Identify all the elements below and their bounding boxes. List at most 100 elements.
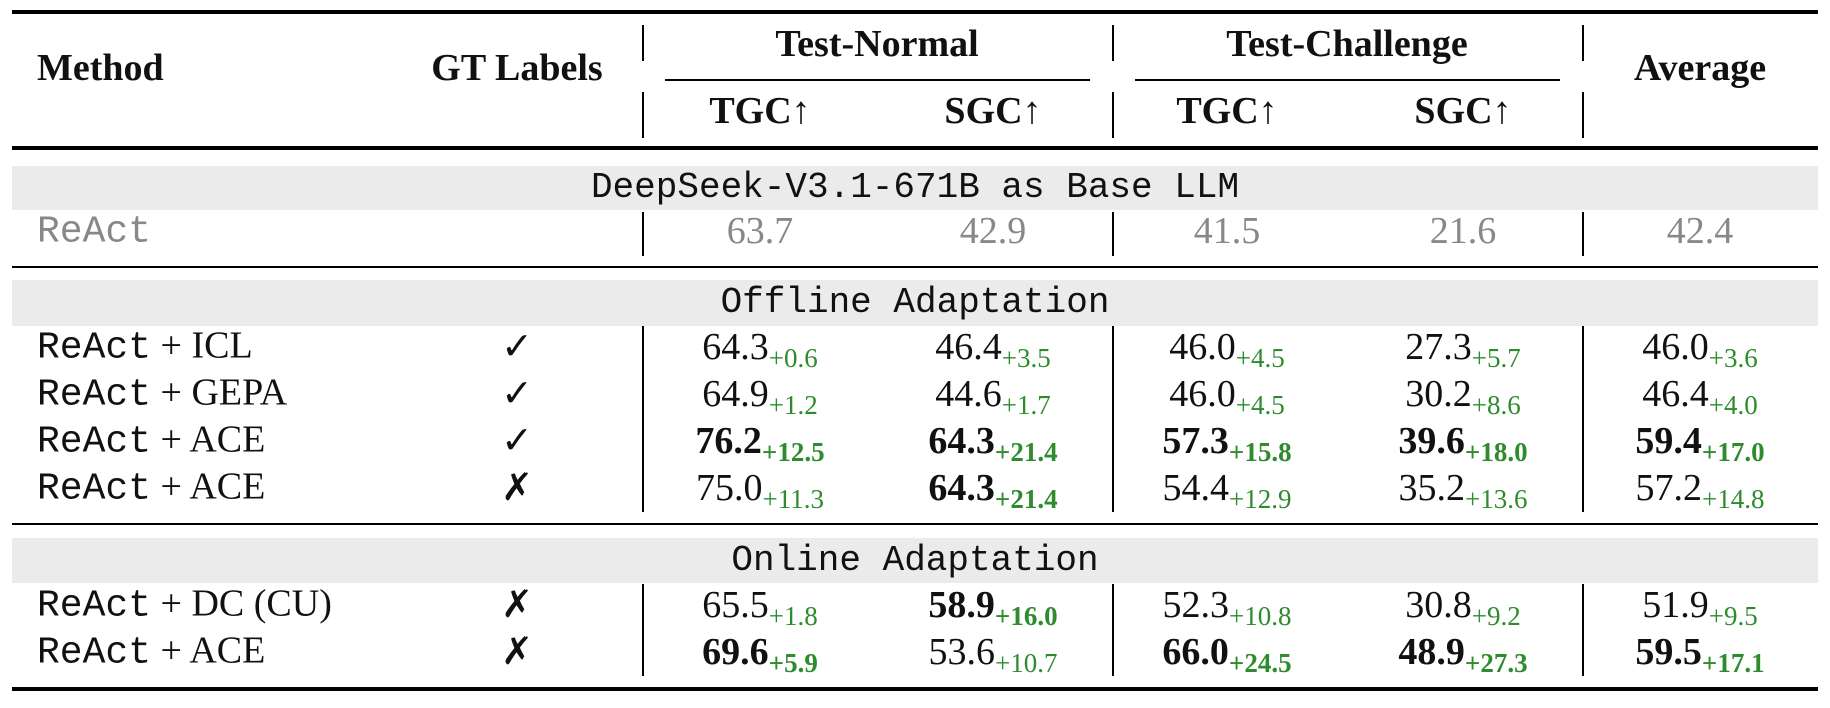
score-cell: 58.9+16.0 (928, 584, 1057, 630)
method-name: + ACE (160, 629, 266, 672)
score-cell: 27.3+5.7 (1405, 326, 1520, 372)
column-divider (1582, 212, 1584, 256)
method-cell: ReAct + DC (CU) (37, 585, 332, 626)
section-band (12, 166, 1818, 210)
bottom-rule (12, 687, 1818, 691)
section-rule (12, 266, 1818, 268)
header-rule (12, 146, 1818, 150)
score-delta: +27.3 (1464, 648, 1528, 678)
header-subcol: TGC↑ (709, 90, 811, 132)
score-cell: 64.3+21.4 (928, 422, 1057, 466)
score: 52.3 (1162, 584, 1230, 626)
score: 58.9 (928, 584, 995, 626)
score: 65.5 (702, 584, 769, 626)
section-band (12, 280, 1818, 326)
method-name: + ICL (160, 324, 253, 367)
method-name: + ACE (160, 465, 266, 508)
score-delta: +12.5 (761, 437, 825, 467)
method-cell: ReAct + GEPA (37, 374, 287, 415)
score: 59.5 (1635, 631, 1702, 673)
score-delta: +21.4 (994, 484, 1058, 514)
score: 76.2 (695, 420, 762, 462)
section-title: DeepSeek-V3.1-671B as Base LLM (590, 167, 1240, 208)
score: 59.4 (1635, 420, 1702, 462)
score-cell: 64.9+1.2 (702, 373, 817, 419)
score: 53.6 (928, 631, 996, 673)
score: 21.6 (1429, 210, 1497, 252)
score-delta: +9.5 (1708, 601, 1758, 631)
score-delta: +24.5 (1228, 648, 1292, 678)
score: 27.3 (1405, 326, 1472, 368)
score: 54.4 (1162, 467, 1230, 509)
method-base: ReAct (37, 373, 152, 417)
score-delta: +16.0 (994, 601, 1058, 631)
score-cell: 42.4 (1667, 212, 1734, 250)
score: 46.4 (1642, 373, 1709, 415)
method-base: ReAct (37, 420, 152, 464)
score-cell: 63.7 (727, 212, 794, 250)
score-cell: 44.6+1.7 (935, 373, 1050, 419)
score: 48.9 (1398, 631, 1465, 673)
header-gt: GT Labels (431, 47, 603, 89)
score-delta: +14.8 (1702, 484, 1765, 514)
score: 64.9 (702, 373, 769, 415)
score: 46.0 (1169, 373, 1236, 415)
column-divider (1112, 92, 1114, 138)
column-divider (642, 25, 644, 61)
column-divider (1112, 326, 1114, 512)
method-cell: ReAct (37, 211, 151, 252)
method-base: ReAct (37, 467, 152, 511)
score-delta: +15.8 (1228, 437, 1292, 467)
score-cell: 57.3+15.8 (1162, 422, 1291, 466)
header-subcol: TGC↑ (1176, 90, 1278, 132)
score-delta: +4.5 (1235, 390, 1285, 420)
score-cell: 41.5 (1194, 212, 1261, 250)
score-cell: 46.0+3.6 (1642, 326, 1757, 372)
score-delta: +0.6 (768, 343, 818, 373)
score-delta: +21.4 (994, 437, 1058, 467)
score-cell: 46.4+4.0 (1642, 373, 1757, 419)
column-divider (642, 212, 644, 256)
column-divider (1112, 584, 1114, 676)
column-divider (1582, 326, 1584, 512)
method-cell: ReAct + ICL (37, 327, 253, 368)
method-name: + DC (CU) (160, 582, 332, 625)
method-name: + ACE (160, 418, 266, 461)
score-cell: 64.3+0.6 (702, 328, 817, 372)
gt-label: ✗ (501, 467, 533, 509)
score: 44.6 (935, 373, 1002, 415)
method-cell: ReAct + ACE (37, 468, 265, 509)
score-cell: 75.0+11.3 (696, 469, 824, 513)
score: 30.2 (1405, 373, 1472, 415)
score: 46.0 (1642, 326, 1709, 368)
score: 64.3 (928, 467, 995, 509)
score: 35.2 (1398, 467, 1466, 509)
score: 39.6 (1398, 420, 1465, 462)
score-cell: 76.2+12.5 (695, 420, 824, 466)
score-cell: 51.9+9.5 (1642, 586, 1757, 630)
column-divider (642, 92, 644, 138)
score-delta: +1.2 (768, 390, 818, 420)
column-divider (1112, 212, 1114, 256)
score-cell: 59.5+17.1 (1635, 631, 1764, 677)
score-cell: 35.2+13.6 (1398, 467, 1528, 513)
header-group: Test-Challenge (1226, 23, 1468, 65)
score-delta: +10.7 (995, 648, 1058, 678)
score-delta: +13.6 (1465, 484, 1528, 514)
column-divider (642, 326, 644, 512)
score: 69.6 (702, 631, 769, 673)
score-cell: 48.9+27.3 (1398, 631, 1527, 677)
column-divider (1582, 25, 1584, 61)
score: 46.4 (935, 326, 1002, 368)
header-group: Test-Normal (775, 23, 979, 65)
score: 30.8 (1405, 584, 1472, 626)
score-delta: +12.9 (1229, 484, 1292, 514)
header-method: Method (37, 47, 164, 89)
score-cell: 52.3+10.8 (1162, 584, 1292, 630)
score: 57.2 (1635, 467, 1703, 509)
group-underline (665, 79, 1090, 81)
score-delta: +9.2 (1471, 601, 1521, 631)
score-delta: +8.6 (1471, 390, 1521, 420)
method-base: ReAct (37, 210, 152, 254)
